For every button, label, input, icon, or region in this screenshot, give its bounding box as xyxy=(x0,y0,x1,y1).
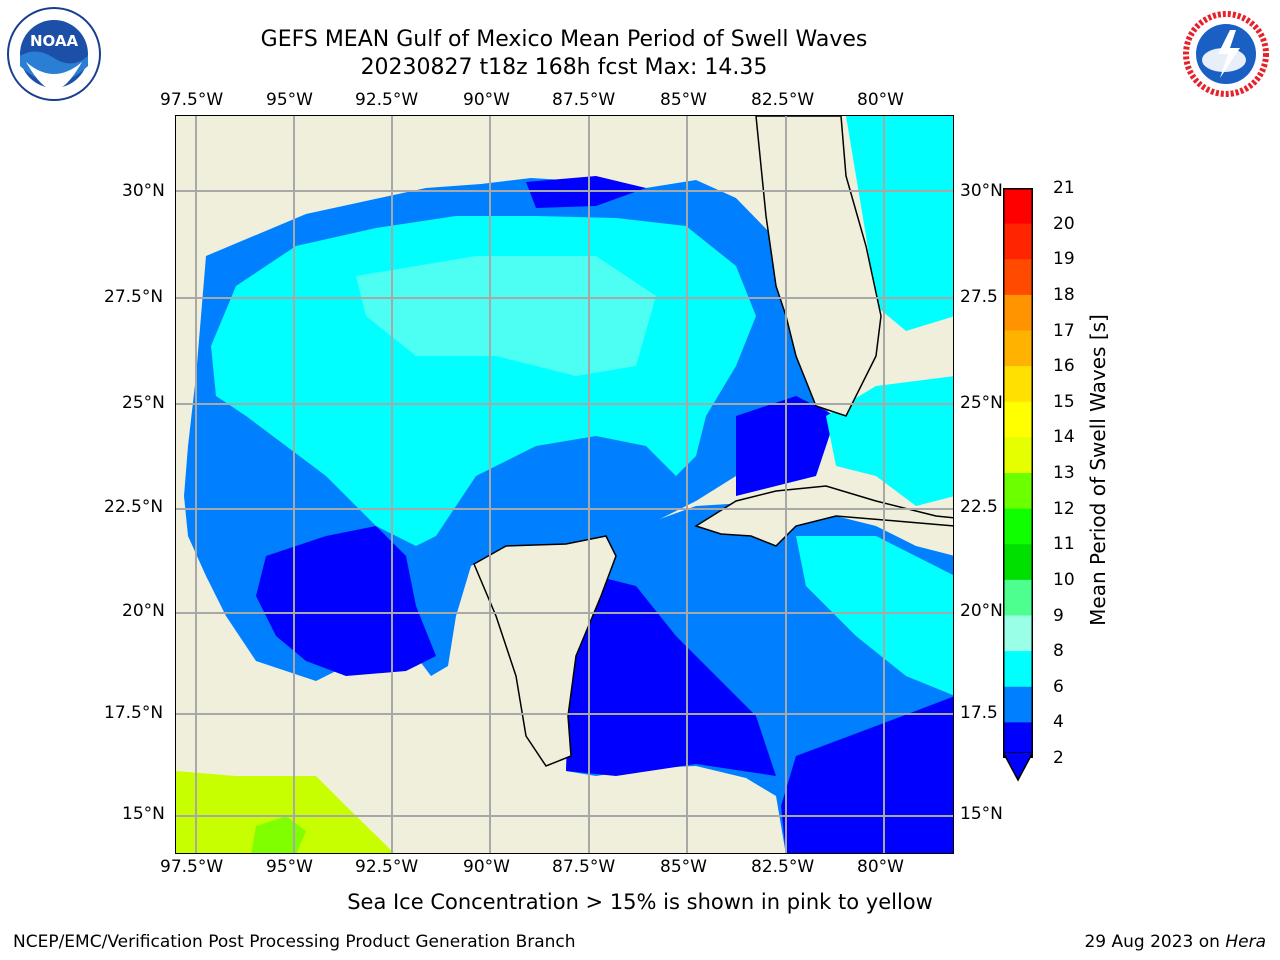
colorbar-tick-label: 11 xyxy=(1053,534,1075,555)
lon-tick-bottom: 80°W xyxy=(857,857,904,877)
colorbar-band xyxy=(1003,401,1033,438)
lat-tick-right: 20°N xyxy=(960,601,1003,621)
colorbar-band xyxy=(1003,544,1033,581)
colorbar-title: Mean Period of Swell Waves [s] xyxy=(1086,314,1110,626)
nws-logo xyxy=(1180,8,1272,100)
lat-tick-right: 25°N xyxy=(960,393,1003,413)
colorbar-band xyxy=(1003,579,1033,616)
colorbar-tick-label: 20 xyxy=(1053,213,1075,234)
lon-tick-top: 97.5°W xyxy=(160,90,224,110)
colorbar-band xyxy=(1003,651,1033,688)
noaa-logo: NOAA xyxy=(7,7,101,101)
colorbar-tick-label: 16 xyxy=(1053,356,1075,377)
credit-text: NCEP/EMC/Verification Post Processing Pr… xyxy=(13,932,576,952)
colorbar-tick-label: 19 xyxy=(1053,249,1075,270)
lon-tick-top: 90°W xyxy=(463,90,510,110)
low-region-se xyxy=(781,696,953,853)
lon-tick-top: 80°W xyxy=(857,90,904,110)
lat-tick-left: 15°N xyxy=(122,804,165,824)
colorbar-tick-label: 9 xyxy=(1053,605,1064,626)
colorbar-tick-label: 8 xyxy=(1053,641,1064,662)
bahamas-cyan xyxy=(826,376,953,506)
lon-tick-bottom: 82.5°W xyxy=(751,857,815,877)
gulf-light xyxy=(356,256,656,376)
colorbar-band xyxy=(1003,473,1033,510)
pacific-green xyxy=(251,816,306,853)
colorbar-extend-arrow xyxy=(1003,752,1033,782)
map-panel xyxy=(175,115,954,854)
colorbar-band xyxy=(1003,330,1033,367)
colorbar-band xyxy=(1003,437,1033,474)
lat-tick-left: 17.5°N xyxy=(104,703,164,723)
lat-tick-right: 22.5 xyxy=(960,497,998,517)
colorbar-tick-label: 17 xyxy=(1053,320,1075,341)
colorbar-tick-label: 12 xyxy=(1053,498,1075,519)
colorbar-tick-label: 18 xyxy=(1053,284,1075,305)
lat-tick-left: 30°N xyxy=(122,181,165,201)
lat-tick-left: 20°N xyxy=(122,601,165,621)
lon-tick-top: 95°W xyxy=(266,90,313,110)
lon-tick-bottom: 95°W xyxy=(266,857,313,877)
colorbar xyxy=(1003,188,1033,758)
lon-tick-bottom: 92.5°W xyxy=(355,857,419,877)
lat-tick-right: 30°N xyxy=(960,181,1003,201)
colorbar-tick-label: 2 xyxy=(1053,748,1064,768)
chart-subtitle: 20230827 t18z 168h fcst Max: 14.35 xyxy=(360,55,768,80)
colorbar-band xyxy=(1003,223,1033,260)
colorbar-tick-label: 6 xyxy=(1053,676,1064,697)
colorbar-tick-label: 14 xyxy=(1053,427,1075,448)
pacific-ocean xyxy=(176,771,394,853)
low-region-yuc xyxy=(566,576,776,776)
sea-ice-footnote: Sea Ice Concentration > 15% is shown in … xyxy=(347,890,933,914)
colorbar-band xyxy=(1003,508,1033,545)
caribbean-cyan xyxy=(796,536,953,696)
lon-tick-bottom: 90°W xyxy=(463,857,510,877)
lon-tick-top: 87.5°W xyxy=(552,90,616,110)
date-label: 29 Aug 2023 on Hera xyxy=(1084,932,1266,952)
colorbar-tick-label: 15 xyxy=(1053,391,1075,412)
colorbar-tick-label: 10 xyxy=(1053,569,1075,590)
lon-tick-top: 92.5°W xyxy=(355,90,419,110)
date-text: 29 Aug 2023 on xyxy=(1084,932,1226,952)
chart-title: GEFS MEAN Gulf of Mexico Mean Period of … xyxy=(260,27,868,52)
lon-tick-top: 85°W xyxy=(660,90,707,110)
colorbar-tick-label: 13 xyxy=(1053,463,1075,483)
lon-tick-bottom: 97.5°W xyxy=(160,857,224,877)
colorbar-band xyxy=(1003,294,1033,331)
yucatan-land xyxy=(473,535,617,767)
lat-tick-right: 15°N xyxy=(960,804,1003,824)
graticule xyxy=(176,116,953,853)
colorbar-tick-label: 21 xyxy=(1053,178,1075,198)
lat-tick-left: 27.5°N xyxy=(104,287,164,307)
colorbar-tick-label: 4 xyxy=(1053,712,1064,733)
colorbar-band xyxy=(1003,259,1033,296)
lon-tick-bottom: 85°W xyxy=(660,857,707,877)
svg-text:NOAA: NOAA xyxy=(30,32,79,50)
colorbar-band xyxy=(1003,366,1033,403)
cuba-land xyxy=(694,485,953,547)
host-name: Hera xyxy=(1225,932,1266,952)
lat-tick-right: 27.5 xyxy=(960,287,998,307)
lon-tick-top: 82.5°W xyxy=(751,90,815,110)
colorbar-band xyxy=(1003,188,1033,225)
lat-tick-right: 17.5 xyxy=(960,703,998,723)
colorbar-band xyxy=(1003,615,1033,652)
lat-tick-left: 22.5°N xyxy=(104,497,164,517)
lon-tick-bottom: 87.5°W xyxy=(552,857,616,877)
lat-tick-left: 25°N xyxy=(122,393,165,413)
colorbar-band xyxy=(1003,686,1033,723)
